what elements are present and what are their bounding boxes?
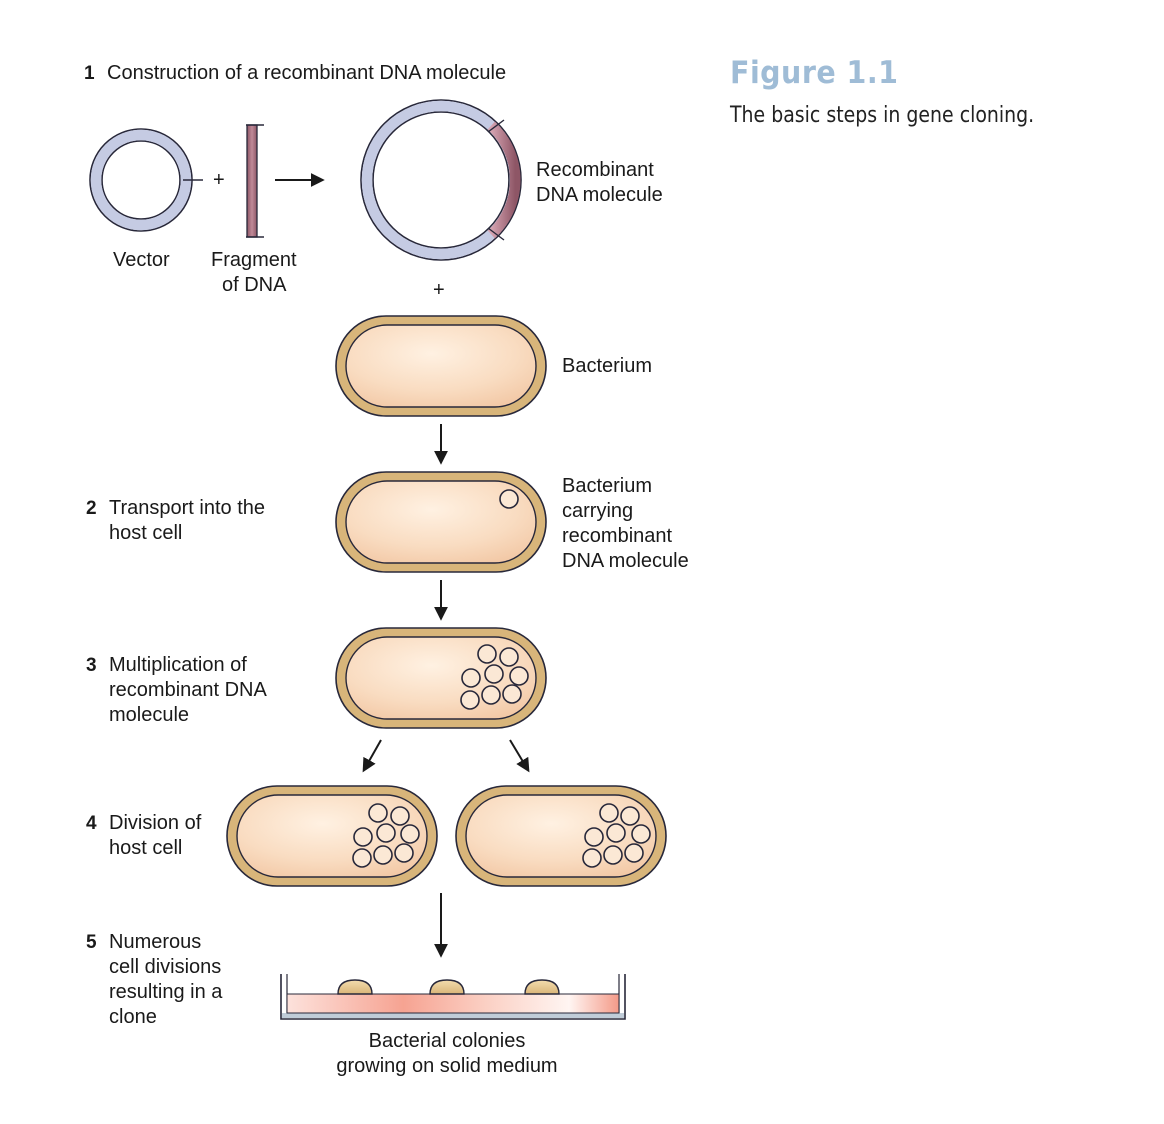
bacterium-with-plasmid (335, 471, 547, 573)
plasmid (394, 843, 414, 863)
fragment-label: of DNA (222, 274, 287, 296)
plasmid (461, 668, 481, 688)
colony (524, 979, 560, 995)
bacterium-carrying-label: carrying (562, 500, 633, 522)
solid-medium (286, 993, 620, 1014)
bacterium-cell (335, 315, 547, 417)
step-4-label: 4 Division of host cell (86, 812, 202, 859)
fragment-label: Fragment (211, 249, 297, 271)
plasmid (606, 823, 626, 843)
plasmid (603, 845, 623, 865)
plasmid (624, 843, 644, 863)
figure-title: Figure 1.1 (730, 55, 899, 91)
step-text: host cell (109, 837, 182, 859)
step-number: 4 (86, 813, 97, 834)
colony (337, 979, 373, 995)
plasmid (499, 647, 519, 667)
step-text: host cell (109, 522, 182, 544)
colonies-label: growing on solid medium (336, 1055, 557, 1077)
bacterium-carrying-label: recombinant (562, 525, 673, 547)
plasmid (481, 685, 501, 705)
colonies-label: Bacterial colonies (369, 1030, 526, 1052)
plasmid (509, 666, 529, 686)
plasmid (582, 848, 602, 868)
plasmid (502, 684, 522, 704)
plasmid (484, 664, 504, 684)
plus-sign: + (213, 169, 225, 191)
plasmid (620, 806, 640, 826)
plasmid (460, 690, 480, 710)
step-text: clone (109, 1006, 157, 1028)
bacterium-label: Bacterium (562, 355, 652, 377)
step-text: Construction of a recombinant DNA molecu… (107, 62, 506, 84)
plasmid (499, 489, 519, 509)
daughter-cell-left (226, 785, 438, 887)
step-number: 3 (86, 655, 97, 676)
arrow-down-right (509, 739, 530, 773)
step-text: resulting in a (109, 981, 223, 1003)
vector-plasmid (89, 128, 203, 232)
plasmid (390, 806, 410, 826)
figure-caption: The basic steps in gene cloning. (730, 103, 1035, 128)
recombinant-dna-molecule (360, 99, 522, 261)
step-number: 1 (84, 63, 95, 84)
petri-dish (280, 974, 626, 1020)
plasmid (400, 824, 420, 844)
step-text: recombinant DNA (109, 679, 268, 701)
step-text: Division of (109, 812, 202, 834)
plasmid (477, 644, 497, 664)
plasmid (353, 827, 373, 847)
step-5-label: 5 Numerous cell divisions resulting in a… (86, 931, 223, 1028)
bacterium-multiplied-plasmids (335, 627, 547, 729)
dna-fragment (246, 124, 264, 238)
plasmid (373, 845, 393, 865)
recombinant-label: Recombinant (536, 159, 654, 181)
step-number: 2 (86, 498, 97, 519)
plasmid (631, 824, 651, 844)
plasmid (376, 823, 396, 843)
daughter-cell-right (455, 785, 667, 887)
plasmid (368, 803, 388, 823)
arrow-down-left (362, 739, 382, 773)
step-number: 5 (86, 932, 97, 953)
recombinant-label: DNA molecule (536, 184, 663, 206)
bacterium-carrying-label: Bacterium (562, 475, 652, 497)
bacterium-carrying-label: DNA molecule (562, 550, 689, 572)
plasmid (584, 827, 604, 847)
colony (429, 979, 465, 995)
vector-label: Vector (113, 249, 170, 271)
step-text: molecule (109, 704, 189, 726)
step-text: cell divisions (109, 956, 221, 978)
plus-sign: + (433, 279, 445, 301)
step-text: Multiplication of (109, 654, 247, 676)
step-2-label: 2 Transport into the host cell (86, 497, 265, 544)
plasmid (352, 848, 372, 868)
step-1-label: 1 Construction of a recombinant DNA mole… (84, 62, 506, 84)
plasmid (599, 803, 619, 823)
step-text: Transport into the (109, 497, 265, 519)
step-text: Numerous (109, 931, 201, 953)
step-3-label: 3 Multiplication of recombinant DNA mole… (86, 654, 268, 726)
